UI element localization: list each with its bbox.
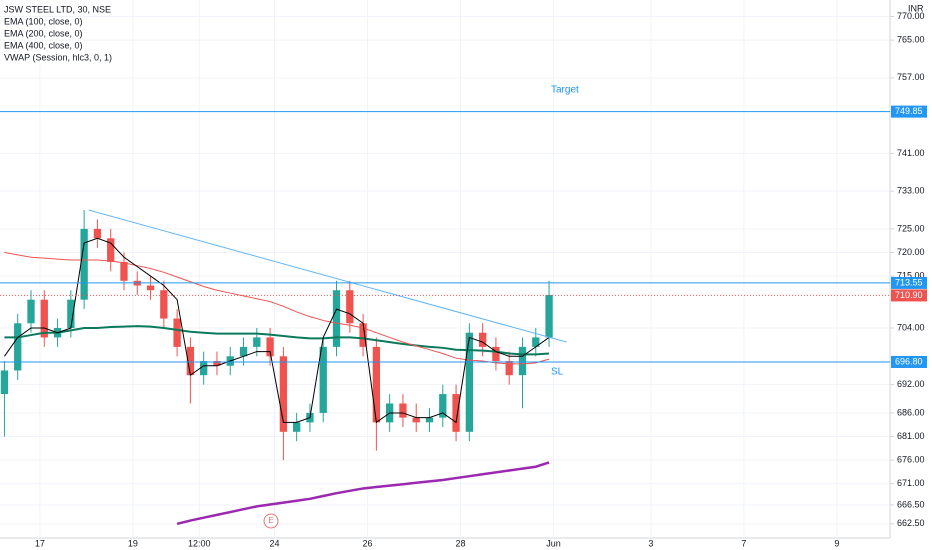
candle-body [518,346,527,376]
candle-body [505,361,513,376]
candle-body [93,228,102,239]
candle-body [332,290,341,347]
y-tick-label: 686.00 [897,407,925,417]
currency: INR [908,3,924,13]
candle-body [478,332,487,347]
candle-body [186,346,195,376]
indicator: EMA (100, close, 0) [4,16,83,26]
candle-body [266,337,274,357]
x-tick-label: 28 [455,538,465,548]
level-tag [891,276,927,289]
candle-body [346,290,354,324]
y-tick-label: 681.00 [897,431,925,441]
candle-body [532,337,540,347]
x-tick-label: 7 [741,538,746,548]
y-tick-label: 757.00 [897,72,925,82]
y-tick-label: 770.00 [897,11,925,21]
candle-body [120,261,128,281]
y-tick-label: 720.00 [897,247,925,257]
candle-body [452,394,460,432]
level-label: 749.85 [895,106,923,116]
candle-body [293,422,301,432]
candle-body [439,394,447,418]
x-tick-label: 3 [648,538,653,548]
candle-body [80,228,88,300]
candle-body [14,323,22,371]
candle-body [425,417,434,423]
indicator-line [4,237,550,424]
y-tick-label: 725.00 [897,223,925,233]
legend: JSW STEEL LTD, 30, NSE EMA (100, close, … [4,4,112,62]
x-tick-label: 19 [128,538,138,548]
y-tick-label: 741.00 [897,148,925,158]
level-note: SL [551,367,564,378]
event-label[interactable]: E [268,516,273,525]
y-tick-label: 671.00 [897,478,925,488]
candle-body [27,299,35,324]
candle-body [253,337,261,347]
y-tick-label: 692.00 [897,379,925,389]
candle-body [213,361,221,366]
y-tick-label: 666.50 [897,499,925,509]
event-icon[interactable] [263,513,279,529]
candle-body [173,318,181,347]
candle-body [40,299,48,338]
candle-body [412,417,420,423]
candle-body [67,299,75,328]
x-tick-label: 26 [363,538,373,548]
candle-body [372,346,381,423]
candle-body [200,361,208,376]
level-note: Target [551,84,579,95]
y-tick-label: 662.50 [897,518,925,528]
level-tag [891,355,927,368]
candle-body [107,238,115,262]
candle-body [239,346,248,357]
candle-body [160,290,168,319]
candle-body [399,403,407,418]
indicator: EMA (400, close, 0) [4,40,83,50]
indicator-line [4,325,550,356]
plot [0,0,890,538]
indicator-line [4,251,550,365]
y-tick-label: 733.00 [897,186,925,196]
candle-body [319,346,327,413]
candle-body [492,346,500,362]
x-tick-label: 17 [35,538,45,548]
indicator-line [176,461,550,526]
candle-body [465,332,474,432]
last-price-tag [891,289,927,302]
y-tick-label: 676.00 [897,455,925,465]
candle-body [0,370,9,395]
symbol-title: JSW STEEL LTD, 30, NSE [4,4,111,14]
indicator: EMA (200, close, 0) [4,28,83,38]
trendline [88,209,567,343]
x-tick-label: 12:00 [188,538,211,548]
x-tick-label: Jun [546,538,561,548]
y-tick-label: 765.00 [897,34,925,44]
last-price-label: 710.90 [895,290,923,300]
x-tick-label: 9 [834,538,839,548]
level-label: 696.80 [895,356,923,366]
y-tick-label: 704.00 [897,322,925,332]
candle-body [359,323,367,347]
y-tick-label: 715.00 [897,270,925,280]
candle-body [146,285,155,291]
indicator: VWAP (Session, hlc3, 0, 1) [4,52,112,62]
level-label: 713.55 [895,277,923,287]
candle-body [545,294,553,338]
x-tick-label: 24 [270,538,280,548]
candle-body [279,356,288,432]
level-tag [891,105,927,118]
